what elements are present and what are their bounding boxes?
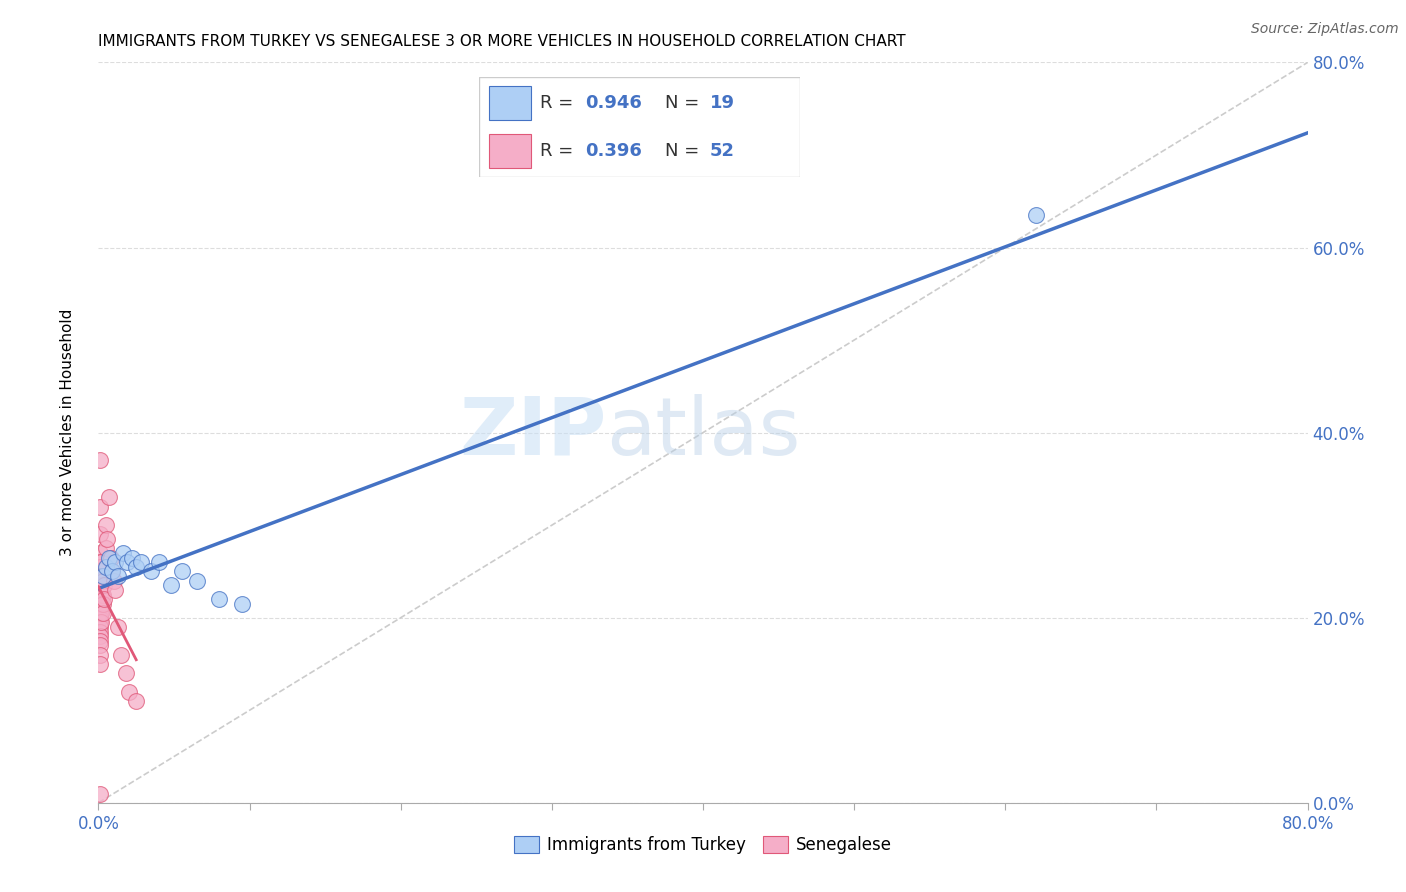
Point: [91, 574, 114, 588]
Point: [91, 606, 114, 620]
Point: [111, 546, 134, 560]
Point: [90, 597, 112, 611]
Point: [125, 559, 148, 574]
Point: [89, 633, 111, 648]
Point: [89, 574, 111, 588]
Point: [110, 648, 132, 662]
Point: [104, 582, 127, 597]
Point: [89, 578, 111, 592]
Text: Source: ZipAtlas.com: Source: ZipAtlas.com: [1251, 22, 1399, 37]
Point: [89, 569, 111, 583]
Point: [93, 578, 115, 592]
Point: [101, 565, 124, 579]
Point: [91, 588, 114, 602]
Point: [90, 606, 112, 620]
Point: [100, 550, 122, 565]
Point: [101, 565, 124, 579]
Point: [231, 597, 253, 611]
Point: [186, 574, 208, 588]
Point: [90, 555, 112, 569]
Text: ZIP: ZIP: [458, 393, 606, 472]
Point: [89, 601, 111, 615]
Point: [1024, 208, 1046, 222]
Point: [89, 648, 111, 662]
Point: [121, 550, 143, 565]
Point: [94, 518, 117, 533]
Point: [94, 559, 117, 574]
Point: [89, 555, 111, 569]
Point: [89, 588, 111, 602]
Point: [103, 574, 125, 588]
Point: [93, 592, 115, 607]
Point: [148, 555, 170, 569]
Point: [89, 624, 111, 639]
Point: [129, 555, 152, 569]
Point: [208, 592, 231, 607]
Point: [90, 569, 112, 583]
Text: IMMIGRANTS FROM TURKEY VS SENEGALESE 3 OR MORE VEHICLES IN HOUSEHOLD CORRELATION: IMMIGRANTS FROM TURKEY VS SENEGALESE 3 O…: [98, 34, 905, 49]
Point: [170, 565, 193, 579]
Point: [98, 550, 121, 565]
Point: [107, 620, 129, 634]
Point: [89, 565, 111, 579]
Point: [114, 666, 136, 681]
Point: [89, 629, 111, 643]
Point: [89, 620, 111, 634]
Point: [89, 527, 111, 541]
Point: [89, 606, 111, 620]
Point: [89, 639, 111, 653]
Point: [91, 569, 114, 583]
Point: [89, 787, 111, 801]
Point: [125, 694, 148, 708]
Point: [89, 597, 111, 611]
Point: [89, 610, 111, 624]
Point: [98, 491, 121, 505]
Point: [107, 569, 129, 583]
Text: atlas: atlas: [606, 393, 800, 472]
Point: [141, 565, 163, 579]
Legend: Immigrants from Turkey, Senegalese: Immigrants from Turkey, Senegalese: [508, 830, 898, 861]
Point: [90, 615, 112, 630]
Point: [90, 588, 112, 602]
Point: [91, 597, 114, 611]
Point: [104, 555, 127, 569]
Point: [94, 541, 117, 556]
Point: [89, 582, 111, 597]
Point: [89, 592, 111, 607]
Point: [89, 559, 111, 574]
Point: [89, 500, 111, 514]
Point: [89, 657, 111, 671]
Point: [89, 453, 111, 467]
Y-axis label: 3 or more Vehicles in Household: 3 or more Vehicles in Household: [60, 309, 75, 557]
Point: [115, 555, 138, 569]
Point: [89, 615, 111, 630]
Point: [89, 546, 111, 560]
Point: [160, 578, 183, 592]
Point: [90, 578, 112, 592]
Point: [118, 685, 141, 699]
Point: [96, 532, 118, 546]
